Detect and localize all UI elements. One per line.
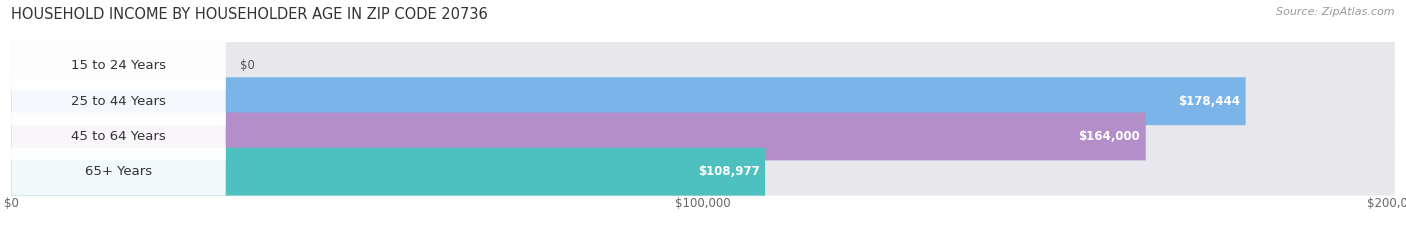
FancyBboxPatch shape <box>11 113 1395 160</box>
FancyBboxPatch shape <box>11 77 226 125</box>
FancyBboxPatch shape <box>11 77 1395 125</box>
Text: $178,444: $178,444 <box>1178 95 1240 108</box>
FancyBboxPatch shape <box>11 113 1146 160</box>
Text: HOUSEHOLD INCOME BY HOUSEHOLDER AGE IN ZIP CODE 20736: HOUSEHOLD INCOME BY HOUSEHOLDER AGE IN Z… <box>11 7 488 22</box>
Text: 65+ Years: 65+ Years <box>84 165 152 178</box>
FancyBboxPatch shape <box>11 42 226 90</box>
FancyBboxPatch shape <box>11 113 226 160</box>
Text: Source: ZipAtlas.com: Source: ZipAtlas.com <box>1277 7 1395 17</box>
Text: $164,000: $164,000 <box>1078 130 1140 143</box>
Text: 45 to 64 Years: 45 to 64 Years <box>72 130 166 143</box>
FancyBboxPatch shape <box>11 77 1246 125</box>
Text: $0: $0 <box>239 59 254 72</box>
Text: 25 to 44 Years: 25 to 44 Years <box>72 95 166 108</box>
Text: $108,977: $108,977 <box>697 165 759 178</box>
FancyBboxPatch shape <box>11 148 226 196</box>
FancyBboxPatch shape <box>11 148 1395 196</box>
Text: 15 to 24 Years: 15 to 24 Years <box>70 59 166 72</box>
FancyBboxPatch shape <box>11 148 765 196</box>
FancyBboxPatch shape <box>11 42 1395 90</box>
